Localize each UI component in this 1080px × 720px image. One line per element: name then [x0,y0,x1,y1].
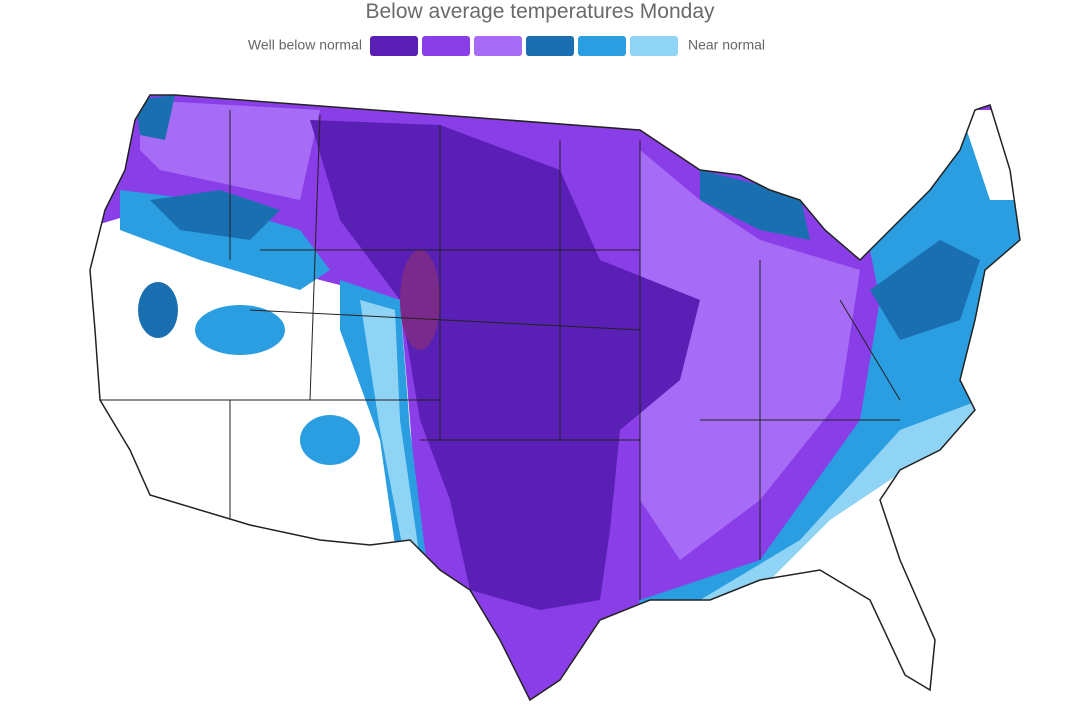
region [195,305,285,355]
legend-swatch [630,36,678,56]
region [150,190,280,240]
region [400,250,440,350]
legend-swatch [370,36,418,56]
region [310,120,700,610]
region [135,95,175,140]
legend-low-label: Well below normal [248,37,362,53]
legend-swatch [578,36,626,56]
region [640,150,860,560]
legend-swatch [422,36,470,56]
legend-swatch [474,36,522,56]
region [138,282,178,338]
state-borders [100,110,901,600]
region [700,170,810,240]
region [300,415,360,465]
legend-swatch [526,36,574,56]
region [870,240,980,340]
legend [370,36,678,56]
map-title: Below average temperatures Monday [365,0,715,23]
region [360,300,420,560]
legend-high-label: Near normal [688,37,765,53]
